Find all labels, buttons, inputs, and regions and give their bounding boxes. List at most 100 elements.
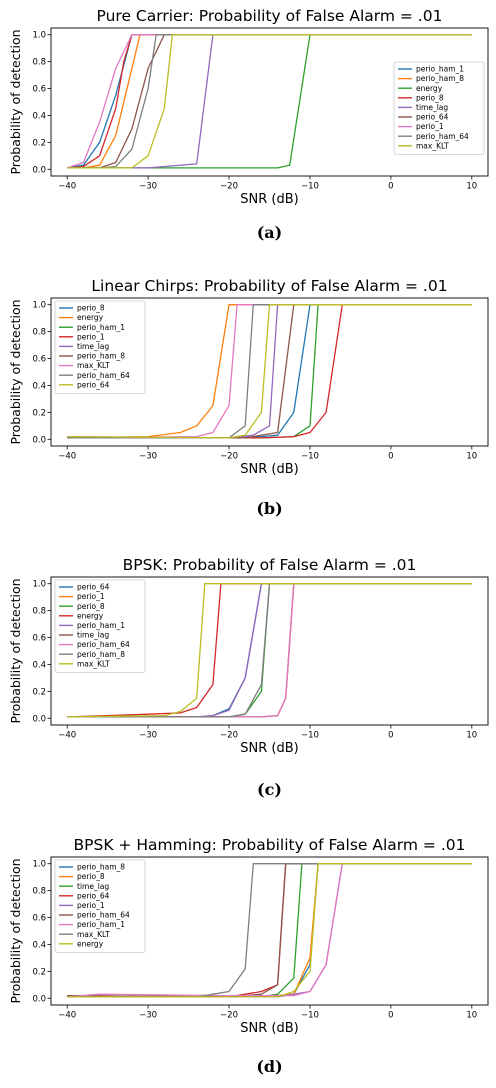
- legend-label: energy: [77, 313, 104, 322]
- y-tick-label: 0.8: [32, 607, 46, 617]
- legend-label: perio_ham_1: [416, 65, 464, 74]
- legend-label: perio_ham_64: [77, 371, 130, 380]
- x-tick-label: −10: [301, 1011, 319, 1021]
- plot-area-frame: [50, 576, 489, 726]
- legend-label: perio_1: [77, 592, 105, 601]
- y-axis-label: Probability of detection: [8, 858, 23, 1003]
- legend: perio_ham_1perio_ham_8energyperio_8time_…: [393, 61, 485, 155]
- x-tick-label: −10: [301, 452, 319, 462]
- legend-label: max_KLT: [77, 361, 110, 370]
- y-axis-label: Probability of detection: [8, 29, 23, 174]
- legend-box: [54, 300, 146, 394]
- legend-label: max_KLT: [77, 659, 110, 668]
- y-tick-label: 0.8: [32, 887, 46, 897]
- legend-label: time_lag: [77, 882, 109, 891]
- legend-label: perio_64: [77, 583, 110, 592]
- series-line-max_KLT: [67, 583, 472, 718]
- panel-caption: (a): [257, 223, 283, 242]
- y-tick-label: 1.0: [32, 301, 46, 311]
- x-tick-label: −40: [58, 731, 76, 741]
- legend-label: energy: [416, 84, 443, 93]
- legend-box: [393, 61, 485, 155]
- x-tick-label: 0: [388, 731, 393, 741]
- series-line-perio_64: [67, 304, 472, 439]
- legend-label: perio_8: [77, 872, 105, 881]
- chart-title: BPSK + Hamming: Probability of False Ala…: [74, 836, 466, 854]
- x-tick-label: 10: [466, 1011, 477, 1021]
- chart-panel-3: BPSK: Probability of False Alarm = .01 −4…: [8, 556, 489, 799]
- y-tick-label: 0.2: [32, 138, 46, 148]
- panel-caption: (c): [257, 780, 282, 799]
- legend-label: perio_ham_1: [77, 920, 125, 929]
- legend: perio_ham_8perio_8time_lagperio_64perio_…: [54, 859, 146, 953]
- chart-panel-4: BPSK + Hamming: Probability of False Ala…: [8, 836, 489, 1076]
- legend-label: perio_1: [416, 122, 444, 131]
- x-axis-label: SNR (dB): [240, 741, 298, 756]
- x-axis-label: SNR (dB): [240, 192, 298, 207]
- legend-label: energy: [77, 611, 104, 620]
- legend-label: perio_ham_8: [416, 74, 464, 83]
- legend-label: perio_ham_1: [77, 323, 125, 332]
- y-tick-label: 0.4: [32, 111, 46, 121]
- x-tick-label: −30: [139, 452, 157, 462]
- y-tick-label: 0.6: [32, 355, 46, 365]
- y-tick-label: 0.0: [32, 435, 46, 445]
- y-tick-label: 0.2: [32, 687, 46, 697]
- x-tick-label: −20: [220, 731, 238, 741]
- series-line-perio_ham_1: [67, 863, 472, 998]
- legend-label: perio_8: [77, 602, 105, 611]
- y-tick-label: 1.0: [32, 860, 46, 870]
- legend-label: perio_1: [77, 901, 105, 910]
- y-tick-label: 0.4: [32, 940, 46, 950]
- y-tick-label: 0.4: [32, 660, 46, 670]
- x-tick-label: 10: [466, 452, 477, 462]
- x-tick-label: 0: [388, 1011, 393, 1021]
- legend-label: perio_ham_64: [416, 132, 469, 141]
- plot-area-frame: [50, 856, 489, 1006]
- legend-label: time_lag: [77, 631, 109, 640]
- legend-label: perio_ham_8: [77, 352, 125, 361]
- chart-panel-2: Linear Chirps: Probability of False Alar…: [8, 277, 489, 518]
- y-tick-label: 0.0: [32, 994, 46, 1004]
- plot-area-frame: [50, 297, 489, 447]
- legend-label: time_lag: [416, 103, 448, 112]
- plot-area-frame: [50, 27, 489, 177]
- series-line-energy: [67, 863, 472, 998]
- x-axis-label: SNR (dB): [240, 462, 298, 477]
- y-tick-label: 1.0: [32, 31, 46, 41]
- x-tick-label: 0: [388, 452, 393, 462]
- legend-label: perio_8: [77, 304, 105, 313]
- legend-label: perio_ham_64: [77, 911, 130, 920]
- y-tick-label: 0.2: [32, 408, 46, 418]
- series-line-max_KLT: [67, 34, 472, 169]
- chart-title: BPSK: Probability of False Alarm = .01: [123, 556, 417, 574]
- x-tick-label: −30: [139, 731, 157, 741]
- legend-label: perio_ham_8: [77, 863, 125, 872]
- y-tick-label: 0.4: [32, 381, 46, 391]
- y-tick-label: 0.2: [32, 967, 46, 977]
- legend-label: energy: [77, 939, 104, 948]
- legend-label: max_KLT: [416, 141, 449, 150]
- y-tick-label: 0.6: [32, 914, 46, 924]
- y-axis-label: Probability of detection: [8, 578, 23, 723]
- legend: perio_64perio_1perio_8energyperio_ham_1t…: [54, 579, 146, 673]
- legend-label: perio_64: [416, 113, 449, 122]
- y-tick-label: 0.6: [32, 634, 46, 644]
- x-tick-label: −40: [58, 182, 76, 192]
- legend-box: [54, 859, 146, 953]
- y-tick-label: 0.6: [32, 85, 46, 95]
- x-axis-label: SNR (dB): [240, 1021, 298, 1036]
- x-tick-label: 0: [388, 182, 393, 192]
- chart-title: Pure Carrier: Probability of False Alarm…: [97, 7, 443, 25]
- x-tick-label: −20: [220, 452, 238, 462]
- legend-label: perio_1: [77, 332, 105, 341]
- x-tick-label: −30: [139, 182, 157, 192]
- x-tick-label: −30: [139, 1011, 157, 1021]
- panel-caption: (b): [256, 499, 282, 518]
- legend-box: [54, 579, 146, 673]
- legend-label: time_lag: [77, 342, 109, 351]
- x-tick-label: −10: [301, 731, 319, 741]
- legend-label: perio_ham_8: [77, 650, 125, 659]
- x-tick-label: −20: [220, 1011, 238, 1021]
